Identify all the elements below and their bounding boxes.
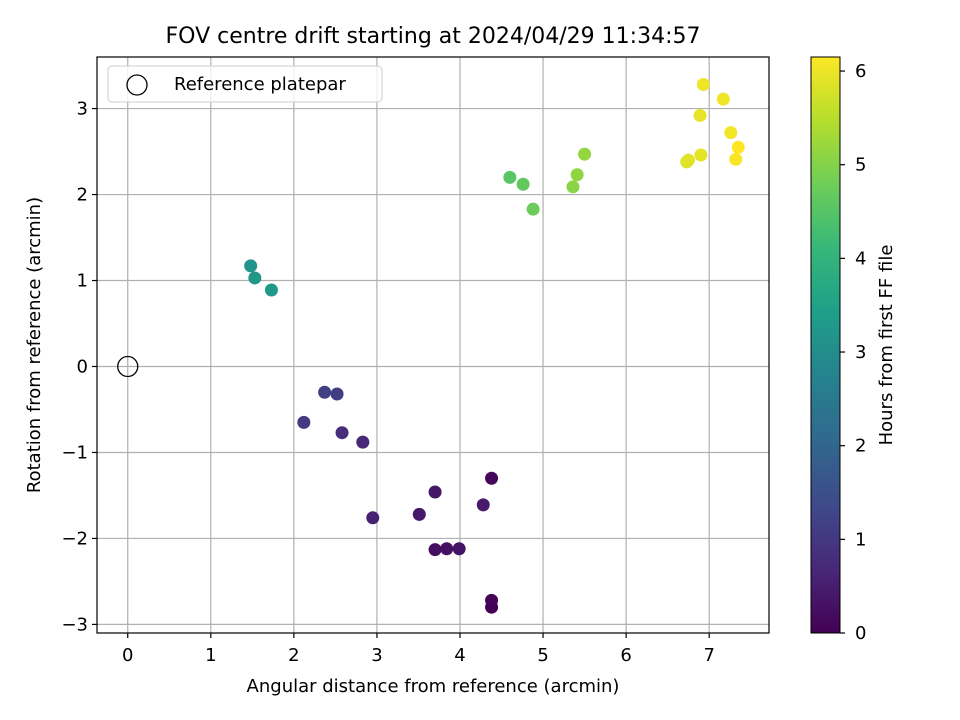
data-point-18 xyxy=(503,170,517,184)
data-point-25 xyxy=(681,153,695,167)
data-point-14 xyxy=(318,385,332,399)
data-point-20 xyxy=(526,202,540,216)
y-tick-label-0: −3 xyxy=(61,614,88,635)
data-point-19 xyxy=(516,177,530,191)
colorbar-tick-label-4: 4 xyxy=(855,248,866,269)
data-point-28 xyxy=(696,78,710,92)
colorbar-tick-label-2: 2 xyxy=(855,436,866,457)
legend-box xyxy=(107,65,383,103)
colorbar xyxy=(811,57,840,633)
data-point-4 xyxy=(440,542,454,556)
x-axis-ticks: 0 1 2 3 4 5 6 7 xyxy=(122,633,715,666)
y-tick-label-4: 1 xyxy=(77,271,88,292)
y-tick-label-5: 2 xyxy=(77,185,88,206)
data-point-12 xyxy=(297,415,311,429)
x-tick-label-0: 0 xyxy=(122,645,133,666)
data-point-17 xyxy=(264,283,278,297)
data-point-9 xyxy=(366,511,380,525)
y-tick-label-1: −2 xyxy=(61,528,88,549)
data-point-29 xyxy=(716,92,730,106)
data-point-13 xyxy=(330,387,344,401)
chart-title: FOV centre drift starting at 2024/04/29 … xyxy=(166,24,701,49)
colorbar-ticks: 0 1 2 3 4 5 6 xyxy=(840,61,866,644)
legend-reference-marker xyxy=(126,74,148,96)
colorbar-frame xyxy=(810,56,841,634)
colorbar-label: Hours from first FF file xyxy=(876,245,897,446)
data-point-30 xyxy=(724,126,738,140)
legend-entry-reference: Reference platepar xyxy=(174,74,346,95)
data-point-26 xyxy=(694,148,708,162)
reference-marker xyxy=(117,355,139,378)
colorbar-tick-label-0: 0 xyxy=(855,623,866,644)
data-points xyxy=(244,78,745,614)
colorbar-tick-label-1: 1 xyxy=(855,529,866,550)
y-tick-label-6: 3 xyxy=(77,99,88,120)
data-point-22 xyxy=(570,168,584,182)
x-tick-label-7: 7 xyxy=(703,645,714,666)
colorbar-tick-label-6: 6 xyxy=(855,61,866,82)
plot-frame xyxy=(96,56,770,634)
x-tick-label-2: 2 xyxy=(288,645,299,666)
data-point-5 xyxy=(452,542,466,556)
data-point-32 xyxy=(731,140,745,154)
data-point-21 xyxy=(566,180,580,194)
y-tick-label-2: −1 xyxy=(61,442,88,463)
data-point-15 xyxy=(244,259,258,273)
data-point-16 xyxy=(248,271,262,285)
data-point-31 xyxy=(729,152,743,166)
data-point-7 xyxy=(412,507,426,521)
x-axis-label: Angular distance from reference (arcmin) xyxy=(247,676,620,697)
data-point-8 xyxy=(476,498,490,512)
data-point-3 xyxy=(428,543,442,557)
reference-marker-layer xyxy=(117,355,139,378)
x-tick-label-5: 5 xyxy=(537,645,548,666)
x-tick-label-4: 4 xyxy=(454,645,465,666)
data-point-2 xyxy=(485,471,499,485)
y-axis-ticks: −3 −2 −1 0 1 2 3 xyxy=(61,99,97,635)
data-point-1 xyxy=(485,593,499,607)
y-tick-label-3: 0 xyxy=(77,356,88,377)
data-point-27 xyxy=(693,108,707,122)
data-point-6 xyxy=(428,485,442,499)
x-tick-label-3: 3 xyxy=(371,645,382,666)
grid xyxy=(97,57,769,633)
data-point-11 xyxy=(335,426,349,440)
y-axis-label: Rotation from reference (arcmin) xyxy=(24,197,45,493)
colorbar-tick-label-5: 5 xyxy=(855,155,866,176)
data-point-23 xyxy=(578,147,592,161)
x-tick-label-1: 1 xyxy=(205,645,216,666)
legend: Reference platepar xyxy=(107,65,383,103)
colorbar-tick-label-3: 3 xyxy=(855,342,866,363)
data-point-10 xyxy=(356,435,370,449)
x-tick-label-6: 6 xyxy=(620,645,631,666)
